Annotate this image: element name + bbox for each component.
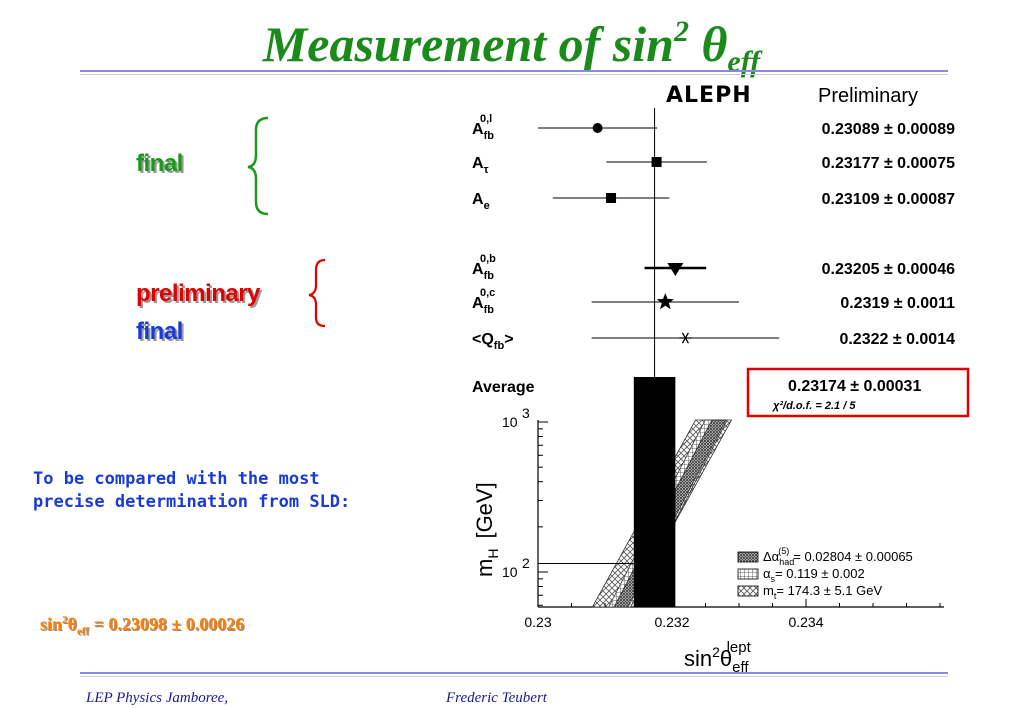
sld-sub: eff — [76, 625, 90, 638]
title-sub: eff — [727, 45, 761, 78]
measurement-value: 0.23109 ± 0.00087 — [822, 191, 955, 208]
experiment-name: ALEPH — [666, 83, 752, 108]
x-axis-label: sin2θefflept — [684, 639, 752, 676]
measurements: Afb0,l 0.23089 ± 0.00089 Aτ 0.23177 ± 0.000… — [472, 108, 955, 378]
red-brace — [308, 258, 326, 328]
marker-square — [651, 157, 662, 167]
sld-result: sin2θeff = 0.23098 ± 0.00026 — [40, 614, 244, 638]
comparison-note: To be compared with the most precise det… — [33, 469, 351, 512]
marker-star — [656, 293, 674, 310]
legend-swatch — [737, 585, 759, 597]
sld-sup: 2 — [62, 614, 68, 626]
measurement-value: 0.2322 ± 0.0014 — [839, 331, 955, 348]
measurement-value: 0.23205 ± 0.00046 — [822, 261, 955, 278]
sld-prefix: sin — [40, 614, 63, 634]
measurement-value: 0.2319 ± 0.0011 — [840, 295, 955, 312]
bottom-divider — [80, 672, 948, 677]
title-theta: θ — [701, 16, 728, 72]
x-tick-label: 0.23 — [524, 614, 551, 630]
average-box — [746, 367, 970, 418]
title-sup: 2 — [673, 15, 689, 48]
final-label-blue: final — [136, 318, 183, 345]
measurement-label: Afb0,l — [472, 113, 494, 142]
measurement-value: 0.23089 ± 0.00089 — [822, 121, 955, 138]
marker-asterisk — [681, 332, 689, 344]
measurement-label: Aτ — [472, 155, 489, 176]
marker-triangle — [667, 263, 684, 276]
measurement-label: Afb0,c — [472, 287, 495, 316]
footer-center: Frederic Teubert — [446, 690, 547, 706]
preliminary-label: preliminary — [136, 280, 260, 307]
y-tick-label: 10 — [502, 414, 518, 430]
top-divider — [80, 70, 948, 75]
final-label-green: final — [136, 150, 183, 177]
y-tick-exp: 3 — [522, 405, 530, 421]
footer-left: LEP Physics Jamboree, — [86, 690, 229, 706]
title-main: Measurement of sin — [262, 16, 674, 72]
y-axis-label: mH[GeV] — [472, 482, 501, 577]
marker-square — [606, 193, 617, 203]
y-tick-exp: 2 — [522, 555, 530, 571]
measurement-label: <Qfb> — [472, 331, 514, 352]
page-title: Measurement of sin2 θeff — [0, 2, 1023, 92]
legend-swatch — [737, 568, 759, 580]
legend-entry: αs= 0.119 ± 0.002 — [763, 566, 865, 584]
y-tick-label: 10 — [502, 564, 518, 580]
measurement-value: 0.23177 ± 0.00075 — [822, 155, 955, 172]
status-label: Preliminary — [818, 85, 918, 107]
marker-circle — [592, 123, 603, 133]
average-label: Average — [472, 379, 535, 396]
green-brace — [247, 116, 269, 216]
x-tick-label: 0.232 — [654, 614, 689, 630]
legend-entry: mt= 174.3 ± 5.1 GeV — [763, 583, 882, 601]
legend-swatch — [737, 551, 759, 563]
average-band — [633, 377, 676, 607]
sld-value: = 0.23098 ± 0.00026 — [89, 614, 245, 634]
measurement-label: Ae — [472, 191, 490, 212]
sld-theta: θ — [67, 614, 77, 634]
measurement-label: Afb0,b — [472, 253, 496, 282]
chi2-label: χ²/d.o.f. = 2.1 / 5 — [772, 400, 856, 412]
x-tick-label: 0.234 — [788, 614, 823, 630]
legend-entry: Δαhad(5) = 0.02804 ± 0.00065 — [763, 546, 913, 567]
mh-plot: 0.23 0.232 0.234102103sin2θeffleptmH[GeV]Δ… — [472, 377, 944, 676]
average-value: 0.23174 ± 0.00031 — [788, 378, 921, 395]
